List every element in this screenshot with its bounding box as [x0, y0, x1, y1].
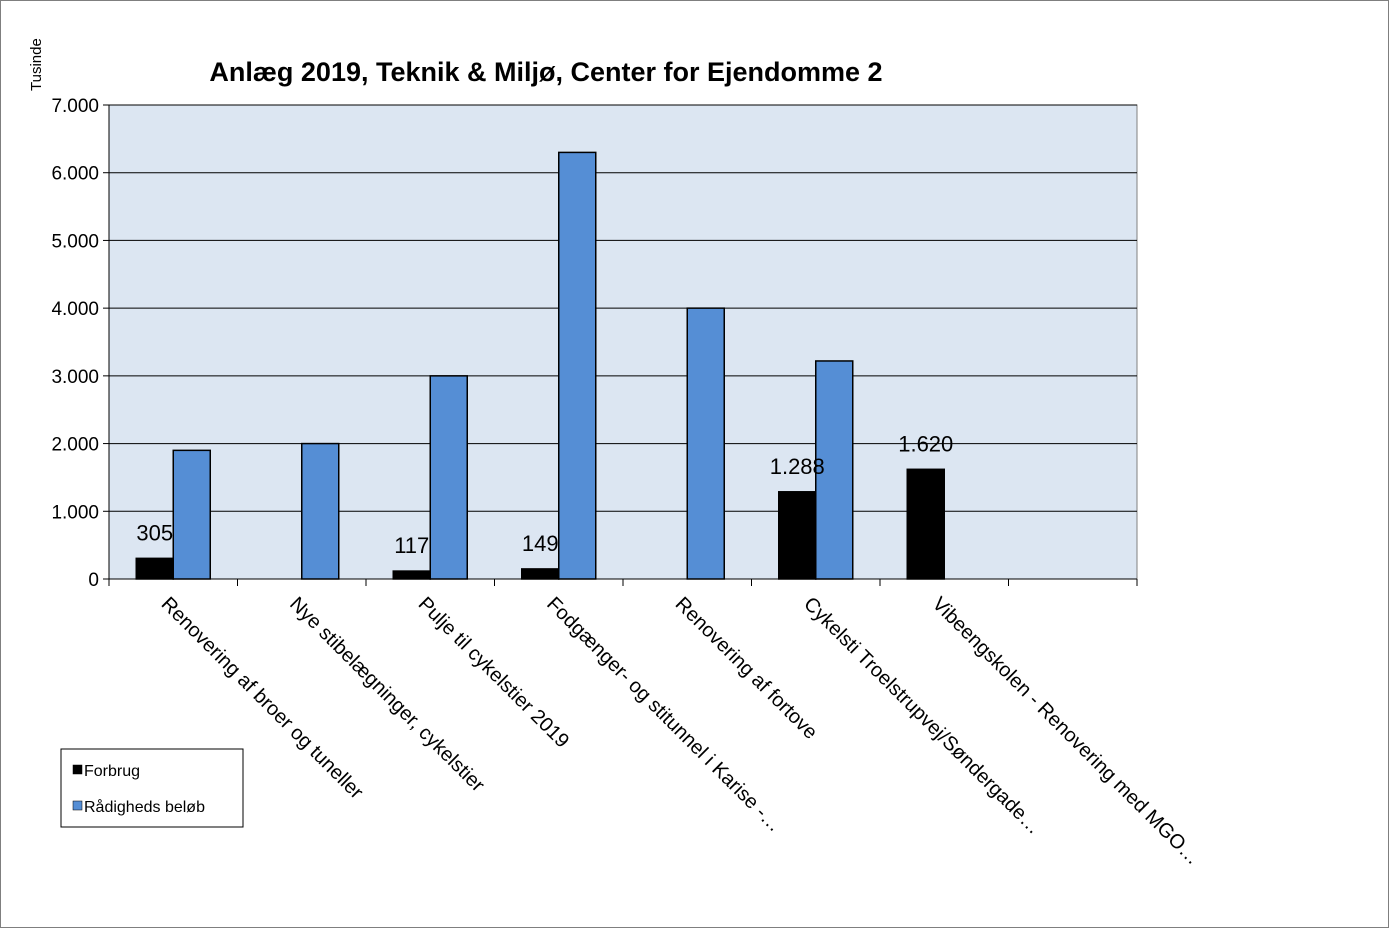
bar-raadigheds [686, 307, 725, 580]
plot-area [108, 104, 1138, 580]
y-tick-label: 4.000 [51, 299, 99, 320]
bar-raadigheds [301, 442, 340, 580]
chart-title: Anlæg 2019, Teknik & Miljø, Center for E… [209, 57, 882, 87]
y-tick-label: 3.000 [51, 367, 99, 388]
bar-forbrug [521, 568, 560, 580]
y-tick-label: 2.000 [51, 435, 99, 456]
data-label: 1.288 [770, 454, 825, 479]
bar-forbrug [392, 570, 431, 580]
x-tick-label: Renovering af fortove [671, 593, 822, 744]
y-tick-label: 5.000 [51, 231, 99, 252]
data-label: 149 [522, 531, 559, 556]
x-tick-label: Vibeengskolen - Renovering med MGO… [928, 593, 1204, 869]
legend-swatch-forbrug [72, 764, 83, 775]
bar-raadigheds [172, 449, 211, 580]
axes [103, 104, 1138, 586]
y-tick-label: 6.000 [51, 164, 99, 185]
y-axis-label: Tusinde [28, 38, 45, 91]
data-label: 117 [394, 533, 429, 558]
x-tick-label: Cykelsti Troelstrupvej/Søndergade… [799, 593, 1045, 839]
bar-raadigheds [815, 360, 854, 580]
data-label: 1.620 [898, 431, 953, 456]
gridlines [109, 104, 1137, 512]
y-tick-label: 0 [88, 570, 99, 591]
legend-box [60, 748, 244, 828]
y-tick-label: 7.000 [51, 96, 99, 117]
legend: Forbrug Rådigheds beløb [60, 748, 244, 828]
legend-label-raadigheds: Rådigheds beløb [84, 798, 205, 816]
y-tick-labels: 0 1.000 2.000 3.000 4.000 5.000 6.000 7.000 [51, 96, 99, 591]
bar-raadigheds [429, 375, 468, 580]
y-tick-label: 1.000 [51, 502, 99, 523]
legend-swatch-raadigheds [72, 800, 83, 811]
legend-label-forbrug: Forbrug [84, 763, 140, 780]
bar-forbrug [906, 468, 945, 580]
bar-raadigheds [558, 151, 597, 580]
data-labels: 305 117 149 1.288 1.620 [136, 431, 953, 558]
x-tick-label: Fodgænger- og stitunnel i Karise -… [542, 593, 786, 837]
data-label: 305 [136, 520, 173, 545]
bar-forbrug [135, 557, 174, 580]
bars [135, 151, 945, 580]
bar-forbrug [778, 491, 817, 580]
